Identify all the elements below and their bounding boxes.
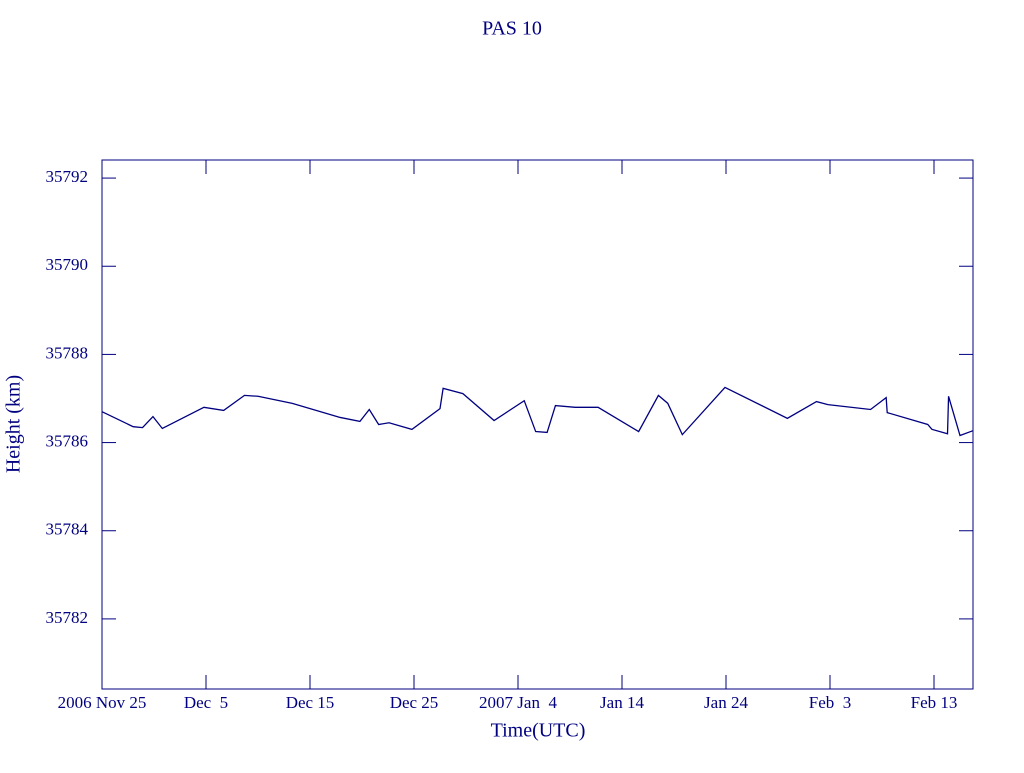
y-axis-label: Height (km) — [3, 375, 25, 473]
chart-title: PAS 10 — [482, 18, 542, 40]
x-tick-label: Dec 5 — [184, 693, 228, 712]
x-tick-label: Dec 25 — [390, 693, 439, 712]
y-tick-label: 35784 — [46, 520, 89, 539]
x-tick-label: Dec 15 — [286, 693, 335, 712]
x-tick-label: 2007 Jan 4 — [479, 693, 557, 712]
y-tick-label: 35782 — [46, 608, 89, 627]
y-tick-label: 35788 — [46, 343, 89, 362]
x-tick-label: 2006 Nov 25 — [58, 693, 147, 712]
y-tick-label: 35790 — [46, 255, 89, 274]
x-tick-label: Feb 13 — [911, 693, 958, 712]
x-tick-label: Jan 14 — [600, 693, 644, 712]
data-line — [101, 386, 974, 437]
x-axis-label: Time(UTC) — [491, 720, 586, 742]
x-tick-label: Jan 24 — [704, 693, 748, 712]
y-tick-label: 35786 — [46, 431, 89, 450]
plot-frame — [101, 159, 974, 690]
y-tick-label: 35792 — [46, 167, 89, 186]
x-tick-label: Feb 3 — [809, 693, 852, 712]
